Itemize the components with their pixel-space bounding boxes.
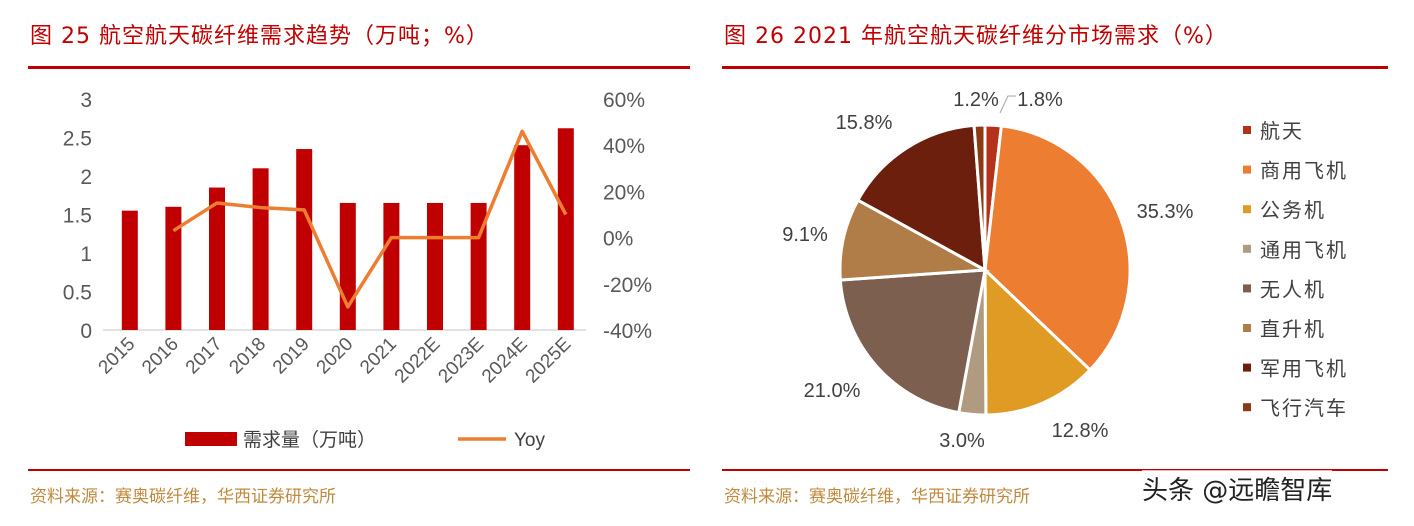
bar [470,202,487,330]
pie-slice [855,123,987,273]
left-source: 资料来源：赛奥碳纤维，华西证券研究所 [30,487,336,507]
x-tick-label: 2024E [478,334,532,388]
legend-label: 商用飞机 [1260,160,1348,183]
y-tick-label: 0 [80,320,92,343]
pie-data-label: 15.8% [836,112,893,134]
legend-bar-label: 需求量（万吨） [243,429,376,451]
legend-swatch [1243,363,1251,372]
legend-swatch [1243,284,1251,293]
bar [427,202,443,330]
legend-swatch [1243,403,1251,412]
legend-swatch [1243,126,1251,134]
legend-label: 通用飞机 [1260,239,1348,262]
watermark: 头条 @远瞻智库 [1142,470,1333,507]
pie-data-label: 1.2% [953,89,999,111]
bar [339,202,356,330]
right-bottom-rule [722,469,1388,471]
yoy-line [172,129,568,309]
legend-label: 飞行汽车 [1260,397,1348,420]
bar [296,149,313,330]
bar [514,145,531,330]
pie-slice [956,269,988,417]
bar [121,210,138,330]
x-tick-label: 2017 [182,334,227,379]
legend-swatch [1243,205,1251,214]
pie-data-label: 3.0% [939,430,985,452]
legend-bar-swatch [185,432,237,446]
y-tick-label: 2.5 [63,128,92,151]
right-chart-title: 图 26 2021 年航空航天碳纤维分市场需求（%） [724,24,1228,49]
y-tick-label: 1.5 [63,205,92,228]
legend-label: 军用飞机 [1260,358,1348,381]
pie-data-label: 21.0% [804,380,861,402]
x-tick-label: 2016 [138,334,183,379]
y-tick-label: 3 [80,89,92,112]
pie-slice [838,198,991,282]
y2-tick-label: 40% [603,135,645,158]
bar [557,128,574,330]
pie-data-label: 12.8% [1052,420,1109,442]
pie-data-label: 35.3% [1137,201,1194,223]
y-tick-label: 2 [80,166,92,189]
pie-slice [983,123,1004,271]
legend-label: 航天 [1260,120,1304,143]
y2-tick-label: 20% [603,181,645,204]
y-tick-label: 0.5 [63,282,92,305]
right-source: 资料来源：赛奥碳纤维，华西证券研究所 [724,487,1030,507]
legend-swatch [1243,324,1251,332]
legend-line-label: Yoy [514,430,545,451]
pie-slice [983,124,1132,373]
left-bottom-rule [28,469,690,471]
legend-label: 公务机 [1260,199,1326,222]
leader-line [999,95,1016,114]
pie-data-label: 9.1% [782,224,828,246]
x-tick-label: 2023E [434,334,488,388]
legend-swatch [1243,165,1251,174]
x-tick-label: 2025E [522,334,576,388]
bar [252,168,269,330]
bar [165,206,182,330]
y2-tick-label: -40% [603,320,652,343]
bar [383,202,400,330]
y2-tick-label: 60% [603,89,645,112]
y2-tick-label: 0% [603,228,633,251]
left-title-rule [28,66,690,69]
x-tick-label: 2019 [269,334,314,379]
bar-line-chart: 0 0.5 1 1.5 2 2.5 3 -40% -20% 0% 20% 40% 60% 20152016… [63,89,652,451]
x-tick-label: 2022E [391,334,445,388]
legend-label: 无人机 [1260,278,1326,301]
y-tick-label: 1 [80,243,92,266]
x-tick-label: 2018 [225,334,270,379]
pie-slice [983,266,1093,417]
bar [209,187,225,330]
right-title-rule [722,66,1388,69]
legend-swatch [1243,244,1251,253]
pie-data-label: 1.8% [1017,89,1063,111]
y2-tick-label: -20% [603,274,652,297]
pie-slice [838,268,987,415]
pie-slice [972,123,987,271]
x-tick-label: 2015 [95,334,140,379]
x-tick-label: 2020 [313,334,358,379]
legend-label: 直升机 [1260,318,1326,341]
left-chart-title: 图 25 航空航天碳纤维需求趋势（万吨；%） [30,24,489,49]
